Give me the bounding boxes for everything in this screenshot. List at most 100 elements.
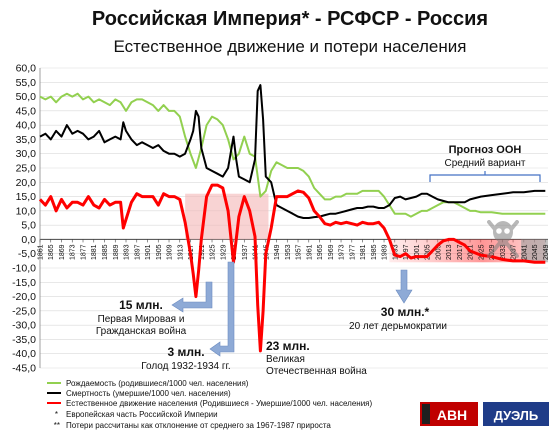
series-birth-line — [39, 92, 546, 218]
x-tick-label: 2025 — [478, 244, 485, 260]
x-tick-label: 1865 — [48, 244, 55, 260]
y-tick-label: 45,0 — [16, 105, 37, 117]
forecast-annotation: Прогноз ООН Средний вариант — [429, 144, 541, 182]
shade-gray — [521, 239, 548, 263]
y-tick-label: -45,0 — [12, 363, 36, 375]
x-tick-label: 1909 — [167, 244, 174, 260]
x-tick-label: 1929 — [220, 244, 227, 260]
x-tick-label: 1949 — [274, 244, 281, 260]
x-tick-label: 1961 — [306, 244, 313, 260]
arrow-dem — [395, 269, 413, 304]
x-tick-label: 1985 — [371, 244, 378, 260]
y-tick-label: 0,0 — [21, 234, 36, 246]
annotation-dem-value: 30 млн.* — [381, 305, 430, 319]
forecast-subtitle: Средний вариант — [444, 158, 525, 169]
x-tick-label: 2041 — [521, 244, 528, 260]
x-tick-label: 1925 — [210, 244, 217, 260]
annotation-famine-value: 3 млн. — [167, 345, 204, 359]
y-tick-label: 30,0 — [16, 148, 37, 160]
duel-logo: ДУЭЛЬ — [483, 402, 549, 426]
x-tick-label: 2033 — [500, 244, 507, 260]
x-tick-label: 1993 — [392, 244, 399, 260]
x-tick-label: 1997 — [403, 244, 410, 260]
y-tick-label: 55,0 — [16, 77, 37, 89]
legend-birth-label: Рождаемость (родившиеся/1000 чел. населе… — [66, 379, 249, 388]
y-tick-label: 25,0 — [16, 163, 37, 175]
annotation-ww2-line2: Отечественная война — [266, 366, 367, 377]
x-tick-label: 1869 — [59, 244, 66, 260]
legend-note1: Европейская часть Российской Империи — [66, 410, 218, 419]
y-tick-label: -35,0 — [12, 334, 36, 346]
y-tick-label: -10,0 — [12, 263, 36, 275]
svg-text:АВН: АВН — [437, 407, 467, 423]
x-tick-label: 2001 — [414, 244, 421, 260]
x-tick-label: 1873 — [70, 244, 77, 260]
y-tick-label: -40,0 — [12, 348, 36, 360]
x-tick-label: 2005 — [425, 244, 432, 260]
x-tick-label: 1889 — [113, 244, 120, 260]
y-tick-label: 5,0 — [21, 220, 36, 232]
x-tick-label: 2049 — [543, 244, 550, 260]
arrow-famine — [209, 261, 235, 357]
annotation-dem-text: 20 лет дерьмократии — [349, 321, 447, 332]
forecast-title: Прогноз ООН — [449, 144, 522, 156]
annotation-ww2-line1: Великая — [266, 354, 305, 365]
y-tick-label: -15,0 — [12, 277, 36, 289]
loss-arrows — [171, 261, 413, 357]
y-tick-label: 50,0 — [16, 91, 37, 103]
legend-death-label: Смертность (умершие/1000 чел. населения) — [66, 389, 231, 398]
chart-subtitle: Естественное движение и потери населения — [114, 37, 467, 56]
annotation-ww1-line1: Первая Мировая и — [98, 314, 185, 325]
y-tick-label: 35,0 — [16, 134, 37, 146]
annotation-famine-text: Голод 1932-1934 гг. — [141, 361, 230, 372]
x-tick-label: 1897 — [134, 244, 141, 260]
y-tick-label: -30,0 — [12, 320, 36, 332]
svg-text:ДУЭЛЬ: ДУЭЛЬ — [494, 408, 539, 423]
x-tick-label: 1957 — [296, 244, 303, 260]
series-lines — [38, 84, 546, 353]
x-tick-label: 2045 — [532, 244, 539, 260]
y-tick-label: -5,0 — [18, 248, 36, 260]
x-tick-label: 1953 — [285, 244, 292, 260]
y-tick-label: 10,0 — [16, 205, 37, 217]
x-tick-label: 1881 — [91, 244, 98, 260]
y-axis-labels: 60,0 55,0 50,0 45,0 40,0 35,0 30,0 25,0 20,0 15,0… — [12, 63, 36, 375]
series-death-line — [39, 84, 546, 219]
x-tick-label: 1913 — [177, 244, 184, 260]
skull-icon — [487, 220, 519, 258]
avn-logo: АВН — [420, 402, 478, 426]
legend-note2: Потери рассчитаны как отклонение от сред… — [66, 421, 331, 430]
x-tick-label: 1861 — [38, 244, 45, 260]
x-tick-label: 1885 — [102, 244, 109, 260]
x-tick-label: 1969 — [328, 244, 335, 260]
annotation-ww1-value: 15 млн. — [119, 298, 163, 312]
x-tick-label: 1989 — [382, 244, 389, 260]
y-tick-label: 15,0 — [16, 191, 37, 203]
annotation-ww2-value: 23 млн. — [266, 339, 310, 353]
x-tick-label: 2009 — [435, 244, 442, 260]
x-tick-label: 1893 — [124, 244, 131, 260]
y-tick-label: 20,0 — [16, 177, 37, 189]
series-natural-line — [38, 183, 546, 353]
y-tick-label: -20,0 — [12, 291, 36, 303]
x-tick-label: 1965 — [317, 244, 324, 260]
forecast-bracket — [429, 174, 541, 182]
legend-natural-label: Естественное движение населения (Родивши… — [66, 399, 372, 408]
x-tick-label: 1877 — [81, 244, 88, 260]
x-tick-label: 2017 — [457, 244, 464, 260]
x-tick-label: 1905 — [156, 244, 163, 260]
legend-note2-mark: ** — [54, 421, 60, 430]
legend: Рождаемость (родившиеся/1000 чел. населе… — [47, 379, 372, 430]
y-tick-label: 40,0 — [16, 120, 37, 132]
x-tick-label: 1973 — [339, 244, 346, 260]
x-tick-label: 2013 — [446, 244, 453, 260]
chart-title: Российская Империя* - РСФСР - Россия — [92, 8, 488, 30]
x-tick-label: 1981 — [360, 244, 367, 260]
y-tick-label: 60,0 — [16, 63, 37, 75]
x-tick-label: 1977 — [349, 244, 356, 260]
x-tick-label: 1937 — [242, 244, 249, 260]
x-tick-label: 1921 — [199, 244, 206, 260]
x-tick-label: 1901 — [145, 244, 152, 260]
arrow-ww1 — [171, 281, 213, 313]
